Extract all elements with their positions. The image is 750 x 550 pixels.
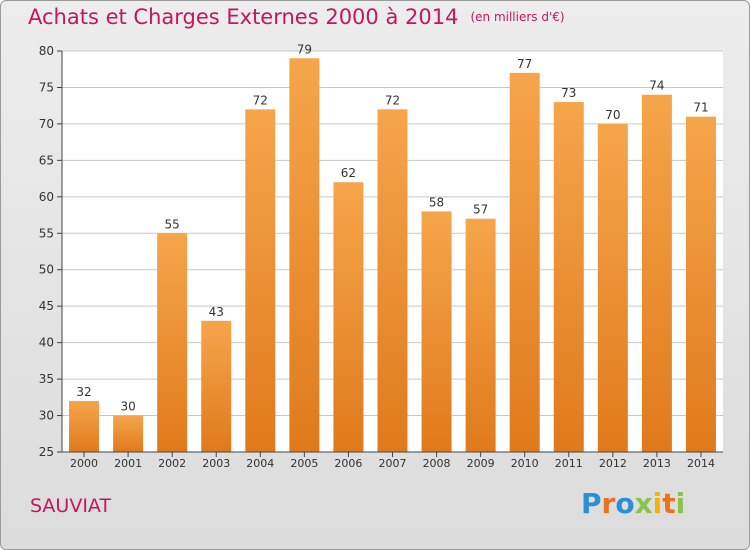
data-label: 72 xyxy=(385,93,400,107)
x-tick-label: 2004 xyxy=(246,457,274,470)
x-tick-label: 2001 xyxy=(114,457,142,470)
place-label: SAUVIAT xyxy=(30,495,112,517)
x-tick-label: 2002 xyxy=(158,457,186,470)
bar xyxy=(465,218,496,452)
data-label: 79 xyxy=(297,42,312,56)
brand-letter: r xyxy=(601,487,616,520)
x-tick-label: 2009 xyxy=(467,457,495,470)
data-label: 72 xyxy=(253,93,268,107)
x-tick-label: 2008 xyxy=(423,457,451,470)
x-tick-label: 2003 xyxy=(202,457,230,470)
y-tick-label: 60 xyxy=(39,190,54,204)
chart-title: Achats et Charges Externes 2000 à 2014 (e… xyxy=(28,5,565,29)
data-label: 74 xyxy=(649,79,664,93)
bar xyxy=(377,109,408,452)
x-tick-label: 2010 xyxy=(511,457,539,470)
bar xyxy=(113,415,144,452)
y-tick-label: 70 xyxy=(39,117,54,131)
x-tick-label: 2007 xyxy=(379,457,407,470)
y-tick-label: 75 xyxy=(39,80,54,94)
bar xyxy=(597,123,628,452)
x-tick-label: 2011 xyxy=(555,457,583,470)
brand-letter: o xyxy=(615,487,635,520)
data-label: 62 xyxy=(341,166,356,180)
brand-letter: P xyxy=(581,487,602,520)
data-label: 55 xyxy=(165,217,180,231)
x-tick-label: 2005 xyxy=(290,457,318,470)
brand-letter: i xyxy=(675,487,686,520)
data-label: 43 xyxy=(209,305,224,319)
bar xyxy=(201,320,232,452)
x-tick-label: 2014 xyxy=(687,457,715,470)
bar xyxy=(289,58,320,453)
y-tick-label: 25 xyxy=(39,445,54,459)
bar xyxy=(333,182,364,452)
y-tick-label: 30 xyxy=(39,409,54,423)
data-label: 71 xyxy=(693,101,708,115)
y-tick-label: 45 xyxy=(39,299,54,313)
chart-subtitle: (en milliers d'€) xyxy=(470,10,565,24)
bar xyxy=(685,116,716,453)
data-label: 32 xyxy=(76,385,91,399)
brand-logo: Proxiti xyxy=(581,487,685,520)
brand-letter: x xyxy=(634,487,653,520)
data-label: 77 xyxy=(517,57,532,71)
y-tick-label: 35 xyxy=(39,372,54,386)
x-tick-label: 2012 xyxy=(599,457,627,470)
data-label: 58 xyxy=(429,195,444,209)
bar xyxy=(641,94,672,452)
y-tick-label: 80 xyxy=(39,44,54,58)
x-tick-label: 2000 xyxy=(70,457,98,470)
bar xyxy=(69,400,100,452)
bar xyxy=(245,109,276,452)
y-tick-label: 50 xyxy=(39,263,54,277)
bar xyxy=(157,233,188,452)
y-tick-label: 65 xyxy=(39,153,54,167)
data-label: 57 xyxy=(473,203,488,217)
data-label: 73 xyxy=(561,86,576,100)
x-tick-label: 2013 xyxy=(643,457,671,470)
brand-letter: t xyxy=(662,487,676,520)
bar xyxy=(553,102,584,452)
x-tick-label: 2006 xyxy=(334,457,362,470)
bar xyxy=(421,211,452,452)
brand-letter: i xyxy=(652,487,663,520)
title-text: Achats et Charges Externes 2000 à 2014 xyxy=(28,5,459,29)
data-label: 70 xyxy=(605,108,620,122)
bar xyxy=(509,72,540,452)
y-tick-label: 40 xyxy=(39,336,54,350)
data-label: 30 xyxy=(120,400,135,414)
y-tick-label: 55 xyxy=(39,226,54,240)
